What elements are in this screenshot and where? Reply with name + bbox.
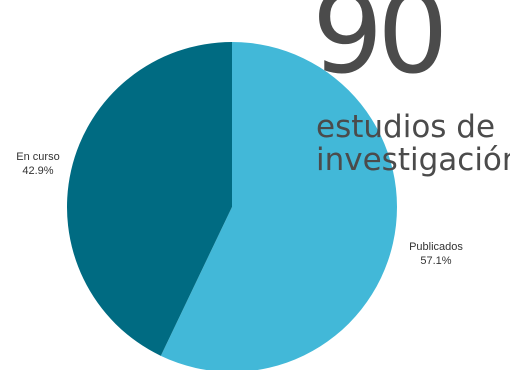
headline-number: 90 (312, 0, 448, 99)
headline-text-line-2: investigación (316, 142, 510, 178)
slice-label-percent: 42.9% (22, 165, 54, 177)
slice-en-curso[interactable] (66, 42, 232, 356)
slice-label-en-curso: En curso 42.9% (6, 150, 70, 178)
slice-label-name: En curso (16, 151, 60, 163)
headline-text-line-1: estudios de (316, 109, 496, 145)
slice-label-name: Publicados (409, 241, 463, 253)
slice-label-publicados: Publicados 57.1% (396, 240, 476, 268)
slice-publicados[interactable] (160, 42, 397, 370)
slice-label-percent: 57.1% (420, 255, 452, 267)
